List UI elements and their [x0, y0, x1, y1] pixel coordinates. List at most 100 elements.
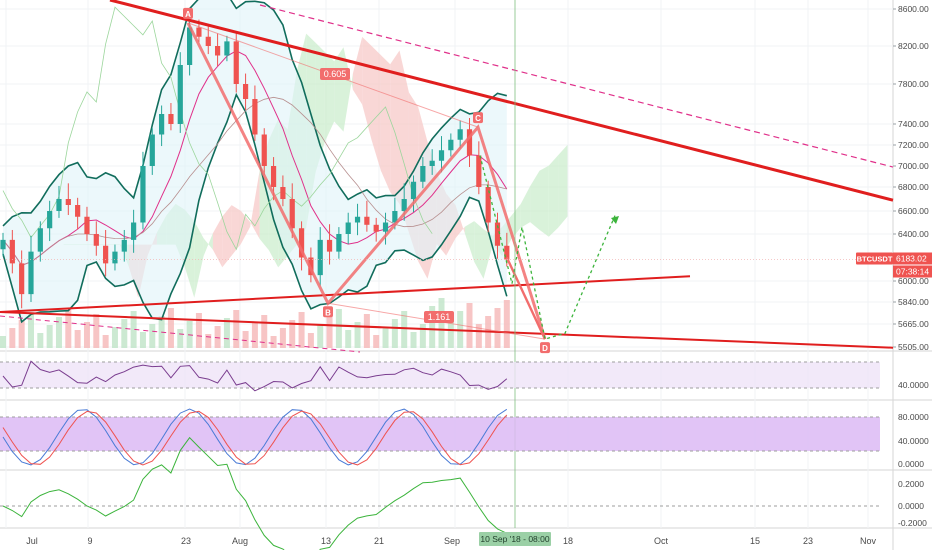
candle-body[interactable] — [177, 65, 183, 124]
candle-body[interactable] — [420, 166, 426, 182]
ichimoku-cloud — [352, 36, 363, 105]
ichimoku-cloud — [222, 205, 232, 268]
candle-body[interactable] — [140, 166, 146, 223]
ichimoku-cloud — [371, 45, 381, 171]
falling-support-trendline[interactable] — [0, 311, 894, 349]
projection-arrowhead — [611, 216, 619, 224]
candle-body[interactable] — [224, 41, 230, 56]
candle-body[interactable] — [56, 199, 62, 211]
candle-body[interactable] — [103, 245, 109, 264]
candle-body[interactable] — [159, 114, 165, 135]
dashed-resistance-trendline[interactable] — [259, 4, 894, 168]
candle-body[interactable] — [19, 263, 25, 295]
descending-resistance-trendline[interactable] — [109, 0, 894, 202]
stoch-axis-label: 0.0000 — [898, 459, 924, 469]
candle-body[interactable] — [466, 129, 473, 156]
volume-bar — [410, 332, 417, 348]
rsi-line[interactable] — [2, 360, 508, 392]
candle-body[interactable] — [438, 150, 445, 161]
ichimoku-cloud — [380, 55, 391, 192]
candle-body[interactable] — [354, 216, 361, 223]
price-axis-label: 5840.00 — [898, 297, 929, 307]
candle-body[interactable] — [196, 27, 202, 37]
volume-bar — [102, 335, 109, 348]
candle-body[interactable] — [93, 234, 99, 246]
candle-body[interactable] — [298, 228, 305, 258]
candle-body[interactable] — [429, 160, 435, 166]
candle-body[interactable] — [205, 36, 211, 46]
countdown-label: 07:38:14 — [896, 266, 929, 276]
candle-body[interactable] — [112, 251, 118, 264]
candle-body[interactable] — [448, 139, 454, 151]
oscillator-line[interactable] — [2, 436, 508, 555]
volume-bar — [251, 323, 258, 348]
candle-body[interactable] — [485, 187, 491, 223]
candle-body[interactable] — [9, 239, 15, 264]
candle-body[interactable] — [261, 134, 267, 167]
candle-body[interactable] — [270, 166, 277, 187]
candle-body[interactable] — [364, 216, 370, 225]
volume-bar — [214, 326, 221, 348]
candle-body[interactable] — [47, 211, 53, 229]
volume-bar — [242, 331, 249, 348]
candle-body[interactable] — [242, 84, 249, 99]
candle-body[interactable] — [0, 239, 6, 250]
pattern-point-marker[interactable] — [183, 7, 193, 19]
candle-body[interactable] — [345, 222, 351, 235]
volume-bar — [345, 330, 352, 348]
candle-body[interactable] — [326, 239, 333, 252]
candle-body[interactable] — [457, 129, 463, 140]
pattern-point-marker[interactable] — [473, 112, 483, 124]
candle-body[interactable] — [336, 234, 342, 252]
candle-body[interactable] — [494, 222, 501, 246]
volume-bar — [167, 308, 174, 348]
pattern-point-marker[interactable] — [540, 342, 550, 354]
volume-bar — [46, 325, 53, 348]
candle-body[interactable] — [121, 239, 127, 252]
candle-body[interactable] — [168, 114, 174, 124]
projected-path-dotted[interactable] — [479, 155, 616, 340]
stoch-k-line[interactable] — [2, 408, 508, 466]
volume-bar — [279, 328, 286, 348]
volume-bar — [429, 306, 436, 348]
volume-bar — [261, 315, 268, 348]
price-panel[interactable]: A B C D 0.605 1.161 — [0, 0, 894, 528]
candle-body[interactable] — [317, 239, 323, 276]
candle-body[interactable] — [476, 155, 482, 188]
candle-body[interactable] — [401, 199, 407, 211]
candle-body[interactable] — [75, 205, 81, 217]
volume-bar — [130, 311, 137, 348]
candle-body[interactable] — [65, 199, 71, 205]
pattern-point-label: A — [185, 10, 191, 19]
candle-body[interactable] — [373, 224, 379, 232]
candle-body[interactable] — [280, 187, 286, 199]
volume-bar — [354, 322, 361, 348]
pattern-point-marker[interactable] — [323, 306, 333, 318]
candle-body[interactable] — [187, 27, 193, 66]
candle-body[interactable] — [233, 41, 239, 84]
candle-body[interactable] — [28, 251, 34, 295]
candle-body[interactable] — [504, 245, 510, 260]
candle-body[interactable] — [214, 46, 221, 56]
abcd-pattern-legs[interactable] — [186, 22, 547, 340]
volume-bar — [149, 324, 156, 348]
last-price-badge — [893, 252, 932, 265]
candle-body[interactable] — [131, 222, 137, 240]
time-axis-label: 21 — [374, 536, 384, 546]
rising-support-trendline[interactable] — [0, 275, 691, 314]
candle-body[interactable] — [392, 211, 398, 223]
volume-bar — [466, 303, 473, 348]
candle-body[interactable] — [149, 134, 155, 167]
candle-body[interactable] — [37, 228, 43, 252]
time-axis-label: 23 — [803, 536, 813, 546]
candle-body[interactable] — [252, 99, 258, 135]
candle-body[interactable] — [382, 222, 389, 232]
candle-body[interactable] — [410, 181, 417, 199]
candle-body[interactable] — [84, 216, 90, 234]
candle-body[interactable] — [289, 199, 295, 229]
price-axis-label: 7400.00 — [898, 119, 929, 129]
indicator-panels[interactable] — [0, 360, 880, 555]
stoch-d-line[interactable] — [2, 410, 508, 466]
